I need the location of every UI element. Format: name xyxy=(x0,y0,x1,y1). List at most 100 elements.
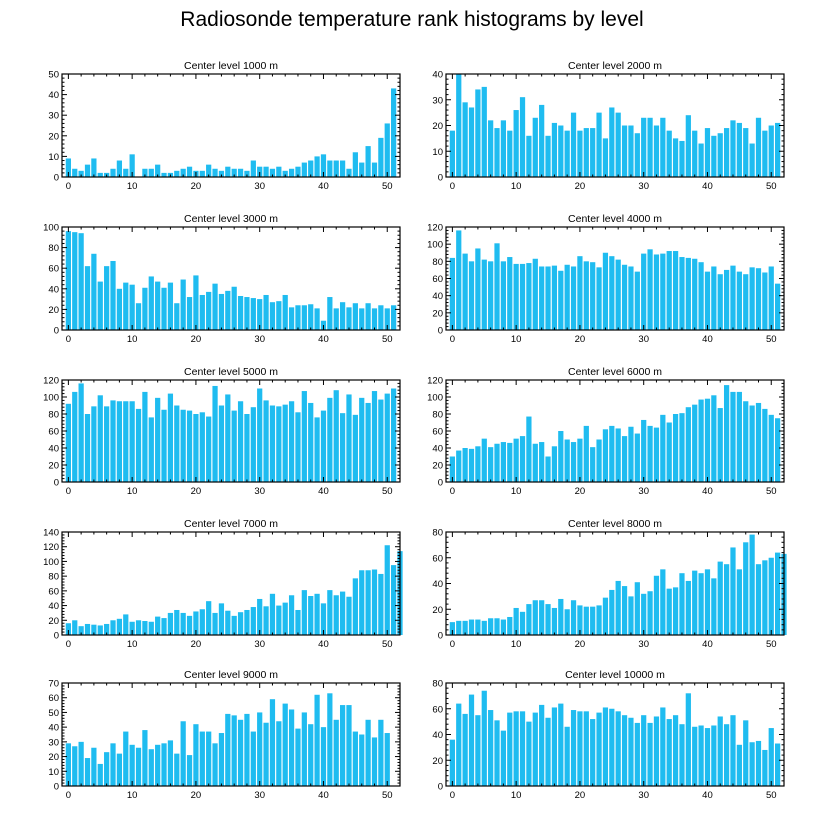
bar xyxy=(346,168,352,177)
bar xyxy=(206,416,212,482)
x-tick-label: 40 xyxy=(318,486,329,497)
bar xyxy=(526,604,532,635)
bar xyxy=(269,593,276,635)
bar xyxy=(475,715,481,786)
bar xyxy=(621,715,628,786)
panel-title: Center level 8000 m xyxy=(568,518,662,530)
bar xyxy=(494,720,500,786)
bar xyxy=(378,137,384,177)
bar xyxy=(155,616,161,635)
bar xyxy=(526,135,532,177)
x-tick-label: 10 xyxy=(127,181,138,192)
y-tick-label: 70 xyxy=(48,679,59,690)
bar xyxy=(308,160,314,177)
bar xyxy=(301,162,307,177)
bar xyxy=(762,272,768,330)
bar xyxy=(199,170,205,177)
y-tick-label: 40 xyxy=(48,601,59,612)
bar xyxy=(481,690,487,786)
bar xyxy=(206,601,212,635)
y-tick-label: 0 xyxy=(438,173,443,184)
bar xyxy=(468,261,475,330)
bar xyxy=(666,588,672,635)
bar xyxy=(596,112,602,178)
bar xyxy=(148,276,154,330)
bar xyxy=(123,731,129,786)
bar xyxy=(244,170,250,177)
bar xyxy=(110,260,116,330)
bar xyxy=(116,288,123,330)
bar xyxy=(288,168,295,177)
y-tick-label: 20 xyxy=(48,461,59,472)
bar xyxy=(558,125,564,177)
x-tick-label: 30 xyxy=(254,790,265,801)
y-tick-label: 100 xyxy=(427,240,443,251)
x-tick-label: 0 xyxy=(66,181,71,192)
bar xyxy=(628,125,634,177)
bar xyxy=(736,271,742,330)
x-tick-label: 40 xyxy=(702,639,713,650)
bar xyxy=(532,443,538,482)
y-tick-label: 10 xyxy=(48,152,59,163)
bar xyxy=(519,263,526,330)
x-tick-label: 40 xyxy=(702,486,713,497)
y-tick-label: 120 xyxy=(43,542,59,553)
bar xyxy=(730,715,736,786)
bar xyxy=(475,619,481,635)
x-tick-label: 40 xyxy=(318,790,329,801)
bar xyxy=(231,615,237,635)
bar xyxy=(186,166,193,177)
x-tick-label: 0 xyxy=(66,639,71,650)
y-tick-label: 80 xyxy=(432,410,443,421)
bar xyxy=(352,578,358,635)
bar xyxy=(513,110,519,177)
x-tick-label: 20 xyxy=(191,334,202,345)
bar xyxy=(257,712,263,786)
bar xyxy=(660,253,666,330)
panel-title: Center level 6000 m xyxy=(568,366,662,378)
panel-title: Center level 9000 m xyxy=(184,669,278,681)
bar xyxy=(679,573,685,635)
x-tick-label: 40 xyxy=(318,639,329,650)
x-tick-label: 20 xyxy=(575,639,586,650)
bar xyxy=(704,569,711,635)
bar xyxy=(72,232,78,330)
bar xyxy=(475,248,481,330)
bar xyxy=(104,266,110,330)
bar xyxy=(641,419,647,482)
y-tick-label: 80 xyxy=(48,243,59,254)
x-tick-label: 40 xyxy=(318,334,329,345)
y-tick-label: 0 xyxy=(438,631,443,642)
bar xyxy=(500,261,507,330)
bar xyxy=(545,456,551,482)
bar xyxy=(462,253,468,330)
bar xyxy=(161,409,167,482)
histogram-panel-2: 0 10 20 30 40 0 10 20 30 40 50 Center level 2000 m xyxy=(432,60,785,192)
y-tick-label: 0 xyxy=(54,782,59,793)
bar xyxy=(743,128,749,177)
bar xyxy=(615,259,621,330)
x-tick-label: 50 xyxy=(382,486,393,497)
bar xyxy=(672,251,679,330)
bar xyxy=(225,610,231,635)
bar xyxy=(84,623,91,635)
bar xyxy=(698,262,704,330)
bar xyxy=(564,264,570,330)
bar xyxy=(91,158,97,177)
bar xyxy=(570,112,577,178)
x-tick-label: 10 xyxy=(511,486,522,497)
y-tick-label: 120 xyxy=(43,376,59,387)
bar xyxy=(602,707,609,786)
bar xyxy=(308,304,314,330)
bar xyxy=(97,172,103,177)
bar xyxy=(135,747,142,786)
bar xyxy=(320,727,327,786)
bar xyxy=(84,758,91,786)
bar xyxy=(129,154,135,177)
bar xyxy=(570,442,577,482)
bar xyxy=(314,156,320,177)
bar xyxy=(320,603,327,635)
bar xyxy=(755,564,762,635)
bar xyxy=(449,257,455,330)
